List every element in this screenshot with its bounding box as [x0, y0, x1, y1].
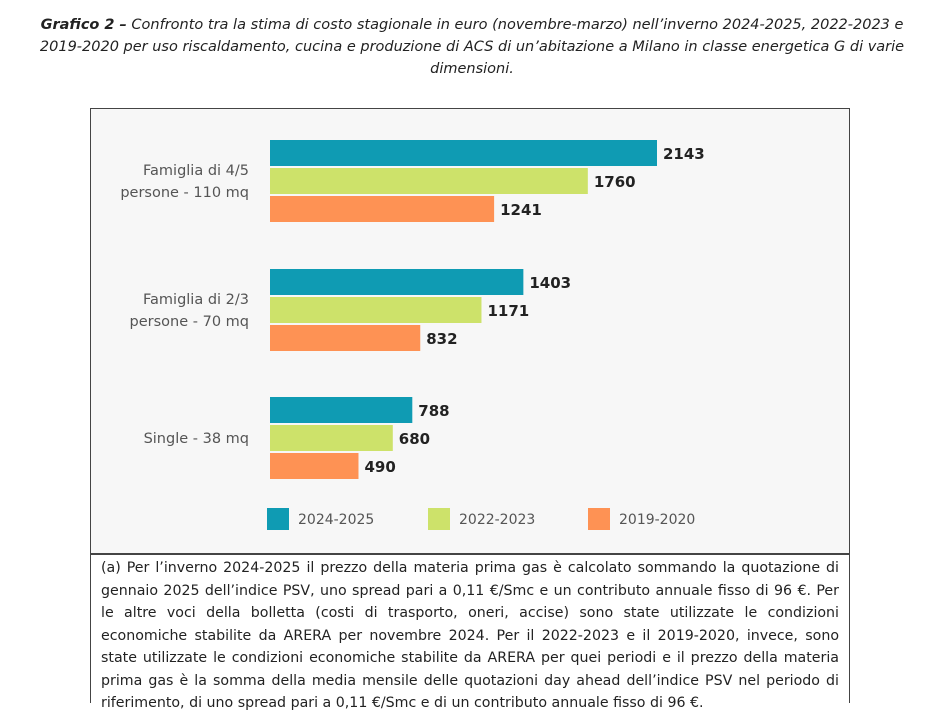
bar	[270, 140, 657, 166]
legend-label: 2024-2025	[298, 512, 374, 528]
legend-swatch	[267, 508, 289, 530]
legend-swatch	[428, 508, 450, 530]
category-label: persone - 110 mq	[120, 185, 249, 201]
data-label: 1403	[529, 274, 571, 292]
bar-chart: Famiglia di 4/5 persone - 110 mq 2143 1760 1…	[120, 140, 705, 530]
category-label: Famiglia di 4/5	[143, 163, 249, 179]
chart-frame: Famiglia di 4/5 persone - 110 mq 2143 1760 1…	[90, 108, 850, 554]
caption-label: Grafico 2 –	[40, 17, 127, 33]
data-label: 1760	[594, 173, 636, 191]
legend-label: 2022-2023	[459, 512, 535, 528]
bar	[270, 297, 482, 323]
chart-caption: Grafico 2 – Confronto tra la stima di co…	[20, 14, 924, 80]
data-label: 1171	[487, 302, 529, 320]
legend-label: 2019-2020	[619, 512, 695, 528]
footnote: (a) Per l’inverno 2024-2025 il prezzo de…	[90, 554, 850, 711]
bar	[270, 325, 421, 351]
bar	[270, 196, 495, 222]
bar	[270, 269, 524, 295]
data-label: 788	[418, 402, 449, 420]
data-label: 1241	[500, 201, 542, 219]
legend-swatch	[588, 508, 610, 530]
bar	[270, 453, 359, 479]
bar	[270, 397, 413, 423]
bar	[270, 425, 393, 451]
category-label: Famiglia di 2/3	[143, 292, 249, 308]
category-label: Single - 38 mq	[144, 431, 249, 447]
category-label: persone - 70 mq	[130, 314, 249, 330]
data-label: 680	[399, 430, 430, 448]
caption-text: Confronto tra la stima di costo stagiona…	[39, 17, 905, 77]
bar	[270, 168, 588, 194]
data-label: 490	[364, 458, 395, 476]
data-label: 832	[426, 330, 457, 348]
data-label: 2143	[663, 145, 705, 163]
